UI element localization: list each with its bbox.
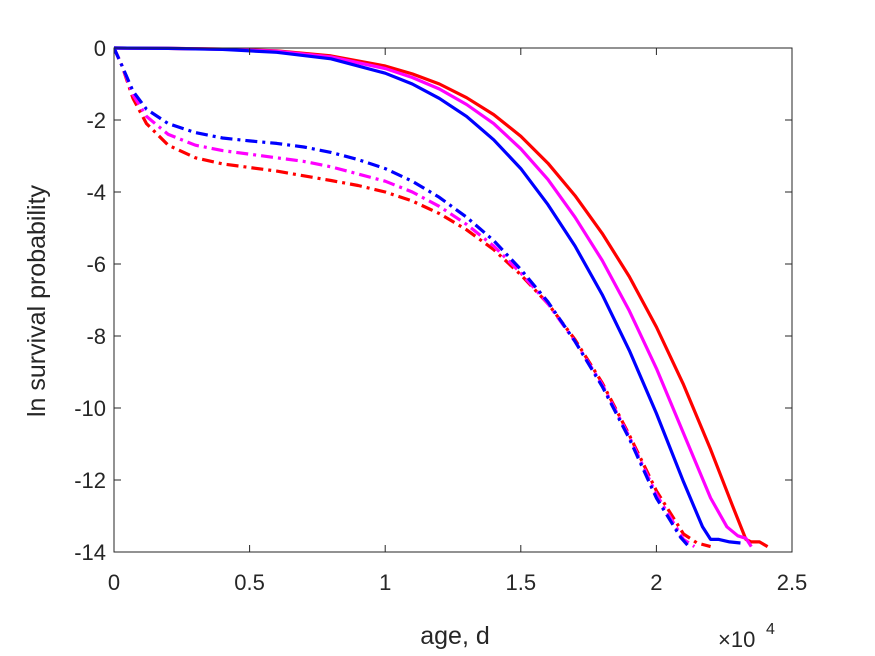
axes-layer: 0 0.5 1 1.5 2 2.5 0 -2 -4 -6 -8 -10 -12 -14 <box>74 36 807 595</box>
x-tick-label: 1 <box>379 570 391 595</box>
y-tick-label: -14 <box>74 540 106 565</box>
y-tick-label: -6 <box>86 252 106 277</box>
x-tick-label: 1.5 <box>506 570 537 595</box>
y-tick-label: -2 <box>86 108 106 133</box>
y-tick-label: -10 <box>74 396 106 421</box>
x-exponent-power: 4 <box>766 621 775 638</box>
y-tick-label: 0 <box>94 36 106 61</box>
series-line-6 <box>114 47 691 548</box>
y-axis-label: ln survival probability <box>23 184 51 417</box>
plot-frame <box>113 47 793 553</box>
y-tick-label: -4 <box>86 180 106 205</box>
y-tick-label: -12 <box>74 468 106 493</box>
series-line-2 <box>114 46 753 548</box>
series-layer <box>114 46 769 549</box>
series-line-5 <box>114 47 696 548</box>
series-line-1 <box>114 46 769 548</box>
y-axis-label-group: ln survival probability <box>23 184 51 417</box>
x-tick-label: 2.5 <box>777 570 808 595</box>
x-tick-label: 0.5 <box>234 570 265 595</box>
x-exponent-base: ×10 <box>718 627 755 652</box>
y-tick-label: -8 <box>86 324 106 349</box>
x-tick-label: 0 <box>108 570 120 595</box>
series-line-3 <box>114 46 741 545</box>
x-axis-label: age, d <box>420 622 490 650</box>
x-exponent-label: ×10 4 <box>718 621 775 652</box>
x-tick-label: 2 <box>650 570 662 595</box>
